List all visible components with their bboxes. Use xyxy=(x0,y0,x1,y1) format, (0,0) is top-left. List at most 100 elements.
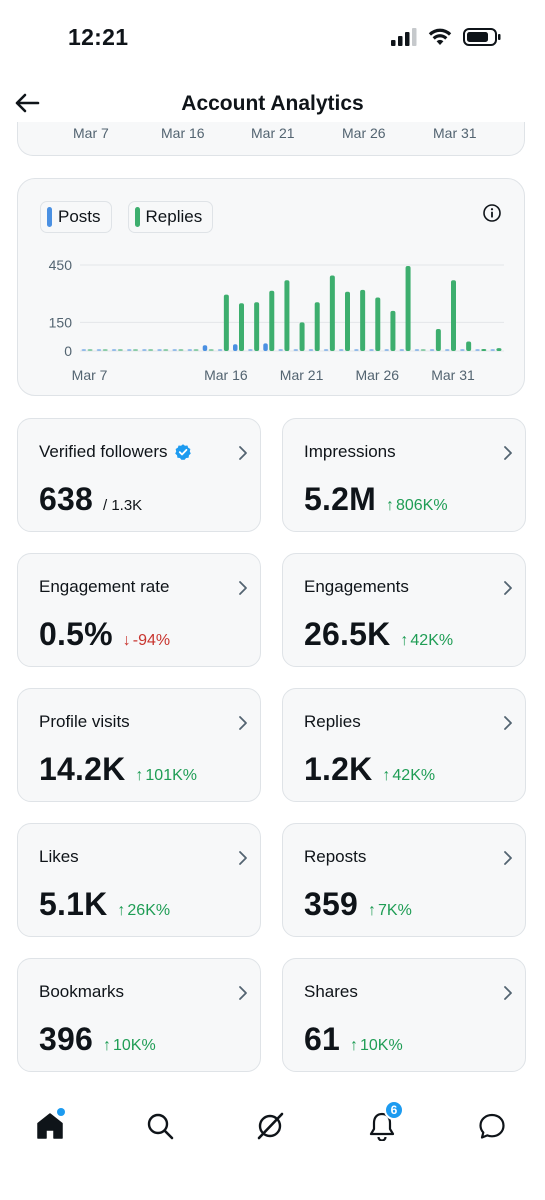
stat-value: 638 xyxy=(39,481,93,517)
stat-label: Likes xyxy=(39,847,79,867)
stat-card-likes[interactable]: Likes 5.1K ↑ 26K% xyxy=(17,823,261,937)
stat-value: 5.2M xyxy=(304,481,376,517)
stat-change-value: 42K% xyxy=(410,632,454,649)
stat-change: ↑ 26K% xyxy=(117,902,170,920)
info-icon[interactable] xyxy=(482,203,502,223)
replies-bar xyxy=(102,349,108,351)
stat-card-reposts[interactable]: Reposts 359 ↑ 7K% xyxy=(282,823,526,937)
arrow-down-icon: ↓ xyxy=(122,632,131,649)
arrow-up-icon: ↑ xyxy=(368,902,376,919)
stat-card-engagements[interactable]: Engagements 26.5K ↑ 42K% xyxy=(282,553,526,667)
stat-change-value: 10K% xyxy=(360,1037,403,1054)
stat-label-text: Replies xyxy=(304,712,361,731)
legend-posts-swatch xyxy=(47,207,52,227)
posts-bar xyxy=(157,349,162,351)
chevron-right-icon xyxy=(239,581,247,595)
stat-label-text: Shares xyxy=(304,982,358,1001)
stat-label: Profile visits xyxy=(39,712,130,732)
stat-card-profile-visits[interactable]: Profile visits 14.2K ↑ 101K% xyxy=(17,688,261,802)
stat-value-row: 0.5% ↓ -94% xyxy=(39,616,170,653)
legend-replies-label: Replies xyxy=(145,207,203,226)
posts-bar xyxy=(278,349,283,351)
nav-messages[interactable] xyxy=(472,1106,512,1146)
chevron-right-icon xyxy=(239,716,247,730)
stat-label: Engagement rate xyxy=(39,577,169,597)
x-tick-label: Mar 16 xyxy=(161,125,205,141)
stat-value: 359 xyxy=(304,886,358,922)
x-tick-label: Mar 16 xyxy=(204,367,248,383)
posts-bar xyxy=(369,349,374,351)
y-tick-label: 450 xyxy=(49,257,73,273)
nav-notifications[interactable]: 6 xyxy=(362,1100,404,1146)
replies-bar xyxy=(345,291,350,351)
posts-bar xyxy=(111,349,117,351)
posts-bar xyxy=(429,349,435,351)
posts-bar xyxy=(308,349,314,351)
replies-bar xyxy=(284,280,290,351)
posts-bar xyxy=(127,349,132,351)
x-tick-label: Mar 21 xyxy=(280,367,324,383)
replies-bar xyxy=(314,302,320,351)
chevron-right-icon xyxy=(504,716,512,730)
replies-bar xyxy=(496,348,502,351)
stat-total: / 1.3K xyxy=(103,497,143,514)
x-tick-label: Mar 26 xyxy=(342,125,386,141)
arrow-up-icon: ↑ xyxy=(385,497,394,514)
stat-value: 1.2K xyxy=(304,751,373,787)
arrow-up-icon: ↑ xyxy=(117,902,126,919)
nav-home[interactable] xyxy=(30,1106,70,1146)
stat-value-row: 638 / 1.3K xyxy=(39,481,142,518)
status-time: 12:21 xyxy=(68,24,129,50)
chevron-right-icon xyxy=(239,851,247,865)
legend-posts[interactable]: Posts xyxy=(40,201,112,233)
nav-search[interactable] xyxy=(140,1106,180,1146)
posts-bar xyxy=(490,349,495,351)
back-button[interactable] xyxy=(12,88,42,118)
replies-bar xyxy=(405,265,411,351)
nav-grok[interactable] xyxy=(250,1106,290,1146)
stat-change-value: 101K% xyxy=(145,767,197,784)
status-bar: 12:21 xyxy=(0,0,545,74)
stat-value-row: 396 ↑ 10K% xyxy=(39,1021,156,1058)
replies-bar xyxy=(360,289,366,351)
stat-card-bookmarks[interactable]: Bookmarks 396 ↑ 10K% xyxy=(17,958,261,1072)
stat-label-text: Impressions xyxy=(304,442,396,461)
stat-value: 396 xyxy=(39,1021,93,1057)
posts-bar xyxy=(217,349,223,351)
posts-bar xyxy=(263,343,268,351)
message-bubble-icon xyxy=(479,1113,505,1139)
replies-bar xyxy=(223,294,229,351)
x-tick-label: Mar 7 xyxy=(73,125,109,141)
stat-card-impressions[interactable]: Impressions 5.2M ↑ 806K% xyxy=(282,418,526,532)
chevron-right-icon xyxy=(504,851,512,865)
y-tick-label: 150 xyxy=(49,314,73,330)
posts-bar xyxy=(248,349,253,351)
replies-bar xyxy=(254,302,260,351)
stat-value-row: 359 ↑ 7K% xyxy=(304,886,412,923)
stat-card-shares[interactable]: Shares 61 ↑ 10K% xyxy=(282,958,526,1072)
legend-replies[interactable]: Replies xyxy=(127,201,214,233)
arrow-up-icon: ↑ xyxy=(103,1037,111,1054)
stat-card-verified-followers[interactable]: Verified followers 638 / 1.3K xyxy=(17,418,261,532)
stat-card-engagement-rate[interactable]: Engagement rate 0.5% ↓ -94% xyxy=(17,553,261,667)
stat-card-replies[interactable]: Replies 1.2K ↑ 42K% xyxy=(282,688,526,802)
arrow-left-icon xyxy=(15,93,40,113)
replies-bar xyxy=(375,297,381,351)
stat-label: Reposts xyxy=(304,847,366,867)
stat-change-value: 10K% xyxy=(113,1037,156,1054)
arrow-up-icon: ↑ xyxy=(135,767,144,784)
stat-label-text: Profile visits xyxy=(39,712,130,731)
posts-bar xyxy=(96,349,102,351)
posts-bar xyxy=(384,349,389,351)
stat-change: ↑ 10K% xyxy=(103,1037,156,1055)
replies-bar xyxy=(435,329,441,351)
stat-value: 14.2K xyxy=(39,751,126,787)
posts-bar xyxy=(339,349,344,351)
stat-value-row: 5.2M ↑ 806K% xyxy=(304,481,448,518)
stat-value: 0.5% xyxy=(39,616,113,652)
posts-bar xyxy=(399,349,405,351)
stat-value-row: 5.1K ↑ 26K% xyxy=(39,886,170,923)
posts-bar xyxy=(460,349,465,351)
posts-bar xyxy=(81,349,87,351)
